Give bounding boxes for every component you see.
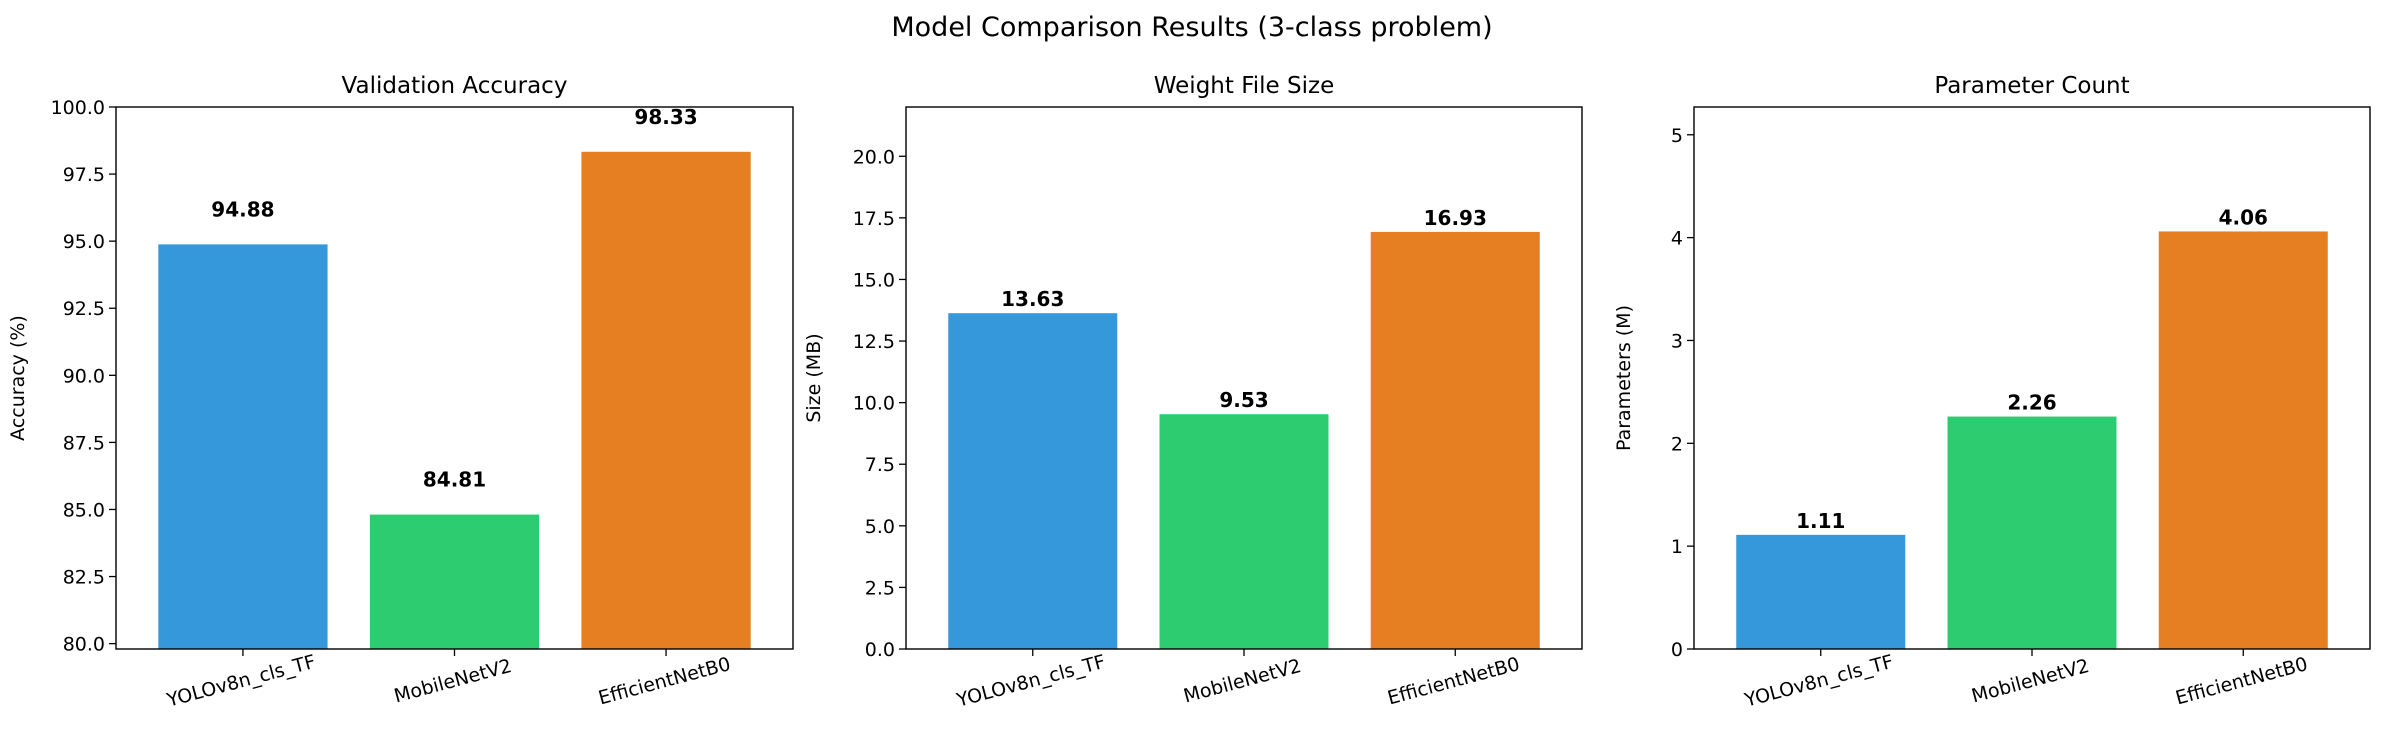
bar-mobilenetv2	[1159, 414, 1329, 649]
x-tick-label: YOLOv8n_cls_TF	[954, 651, 1108, 712]
bar-value-label: 9.53	[1219, 388, 1268, 412]
bar-value-label: 13.63	[1001, 287, 1064, 311]
y-tick-label: 90.0	[63, 365, 105, 387]
y-tick-label: 17.5	[853, 208, 895, 230]
y-tick-label: 10.0	[853, 393, 895, 415]
chart-panel-2: 13.63 9.53 16.93 0.0 2.5 5.0 7.5 10.0 12.5 15.0 17…	[803, 73, 1583, 712]
bar-yolov8n-cls-tf	[948, 313, 1118, 649]
y-tick-label: 87.5	[63, 432, 105, 454]
y-tick-label: 92.5	[63, 298, 105, 320]
x-tick-label: EfficientNetB0	[2173, 653, 2310, 709]
bar-value-label: 98.33	[634, 105, 697, 129]
y-tick-label: 15.0	[853, 269, 895, 291]
y-tick-label: 100.0	[51, 97, 105, 119]
x-tick-label: YOLOv8n_cls_TF	[164, 651, 318, 712]
bar-yolov8n-cls-tf	[1736, 534, 1906, 649]
y-axis-label: Accuracy (%)	[7, 315, 29, 441]
x-tick-label: MobileNetV2	[392, 655, 514, 708]
y-tick-label: 4	[1671, 228, 1683, 250]
y-tick-label: 85.0	[63, 499, 105, 521]
axes-title: Weight File Size	[1154, 73, 1334, 99]
bar-value-label: 4.06	[2219, 205, 2268, 229]
y-tick-label: 2	[1671, 433, 1683, 455]
x-tick-label: EfficientNetB0	[596, 653, 733, 709]
bar-efficientnetb0	[1370, 231, 1540, 649]
y-axis-label: Parameters (M)	[1613, 305, 1635, 451]
y-tick-label: 82.5	[63, 567, 105, 589]
y-tick-label: 5	[1671, 125, 1683, 147]
x-tick-label: YOLOv8n_cls_TF	[1742, 651, 1896, 712]
x-tick-label: MobileNetV2	[1969, 655, 2091, 708]
y-tick-label: 20.0	[853, 146, 895, 168]
axes-title: Parameter Count	[1934, 73, 2129, 99]
figure-suptitle: Model Comparison Results (3-class proble…	[891, 12, 1492, 43]
y-tick-label: 1	[1671, 536, 1683, 558]
bar-value-label: 16.93	[1424, 206, 1487, 230]
bar-value-label: 94.88	[211, 197, 274, 221]
bar-mobilenetv2	[369, 514, 540, 649]
y-tick-label: 97.5	[63, 164, 105, 186]
chart-panel-3: 1.11 2.26 4.06 0 1 2 3 4 5 YOLOv8n_cls_TF MobileNe…	[1613, 73, 2371, 712]
y-axis-label: Size (MB)	[803, 333, 825, 422]
chart-panels: 94.88 84.81 98.33 80.0 82.5 85.0 87.5 90.0 92.5 9…	[7, 73, 2371, 712]
x-tick-label: MobileNetV2	[1181, 655, 1303, 708]
y-tick-label: 5.0	[865, 516, 895, 538]
y-tick-label: 0	[1671, 639, 1683, 661]
bar-value-label: 84.81	[423, 468, 486, 492]
bar-efficientnetb0	[581, 151, 751, 650]
y-tick-label: 3	[1671, 330, 1683, 352]
axes-title: Validation Accuracy	[342, 73, 568, 99]
y-tick-label: 12.5	[853, 331, 895, 353]
y-tick-label: 0.0	[865, 639, 895, 661]
bar-mobilenetv2	[1947, 416, 2117, 649]
y-tick-label: 95.0	[63, 231, 105, 253]
chart-panel-1: 94.88 84.81 98.33 80.0 82.5 85.0 87.5 90.0 92.5 9…	[7, 73, 794, 712]
bar-yolov8n-cls-tf	[158, 244, 328, 649]
bar-value-label: 1.11	[1796, 509, 1845, 533]
y-tick-label: 80.0	[63, 634, 105, 656]
x-tick-label: EfficientNetB0	[1385, 653, 1522, 709]
bar-efficientnetb0	[2158, 231, 2328, 649]
y-tick-label: 7.5	[865, 454, 895, 476]
bar-value-label: 2.26	[2007, 391, 2056, 415]
y-tick-label: 2.5	[865, 577, 895, 599]
